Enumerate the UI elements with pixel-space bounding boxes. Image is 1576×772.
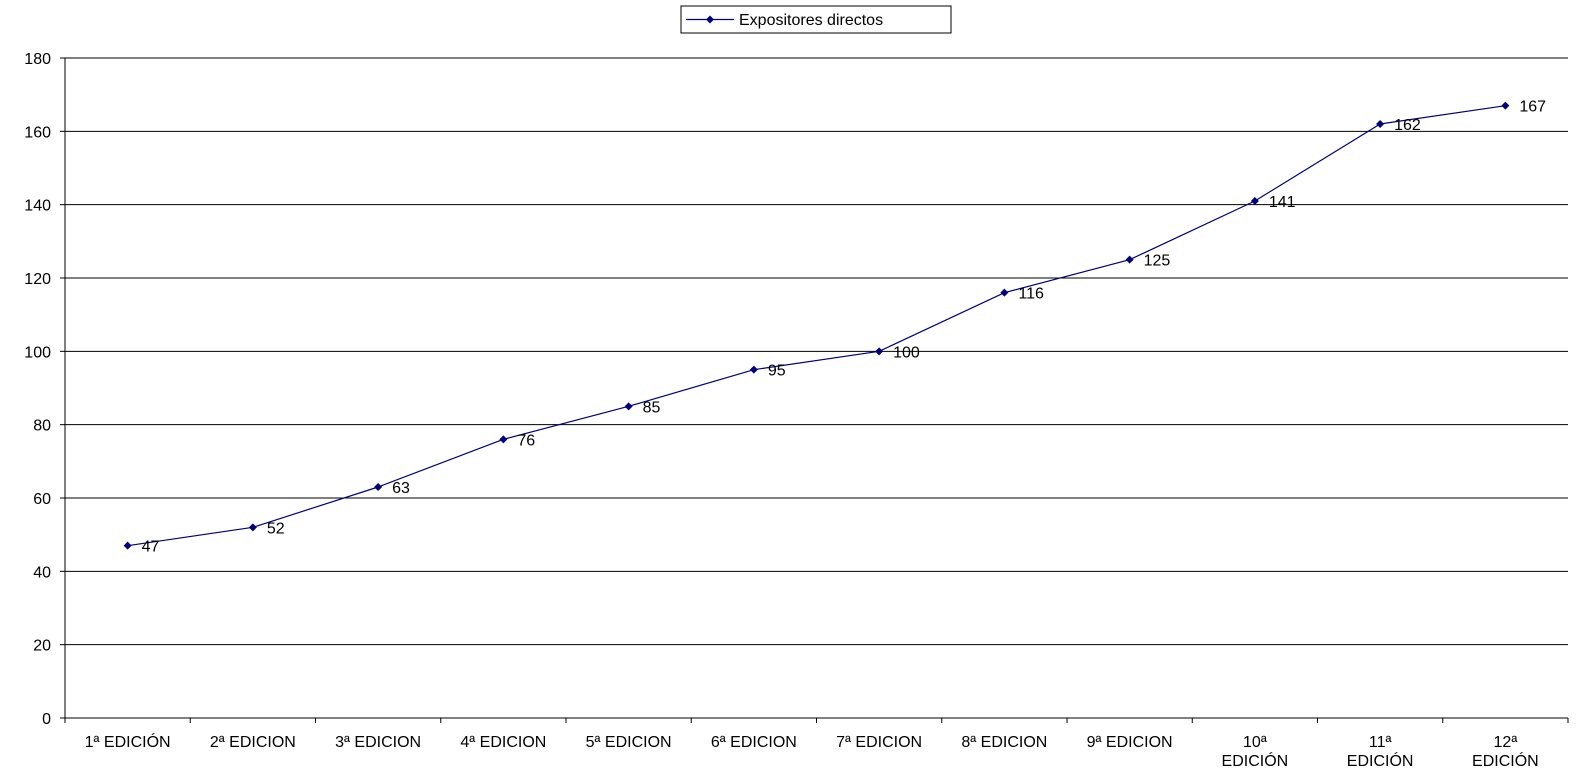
- x-tick-label: 6ª EDICION: [711, 734, 797, 751]
- x-tick-label: 4ª EDICION: [460, 734, 546, 751]
- legend: Expositores directos: [680, 5, 952, 34]
- data-point-marker: [374, 483, 383, 491]
- x-tick-label-line: 2ª EDICION: [210, 734, 296, 751]
- x-tick-label-line: 8ª EDICION: [961, 734, 1047, 751]
- data-label: 95: [768, 363, 786, 380]
- x-tick-label-line: 5ª EDICION: [586, 734, 672, 751]
- data-label: 116: [1018, 286, 1044, 303]
- data-label: 141: [1269, 194, 1296, 211]
- data-point-marker: [1376, 120, 1385, 128]
- x-tick-label: 2ª EDICION: [210, 734, 296, 751]
- x-tick-label: 5ª EDICION: [586, 734, 672, 751]
- x-tick-label-line: 1ª EDICIÓN: [85, 732, 171, 751]
- legend-label: Expositores directos: [739, 12, 883, 29]
- data-point-marker: [875, 347, 884, 356]
- x-tick-label-line: 7ª EDICION: [836, 734, 922, 751]
- x-tick-label-line: EDICIÓN: [1347, 751, 1414, 770]
- y-tick-label: 120: [24, 271, 51, 288]
- y-axis: 0 20 40 60 80 100 120 140 160 180: [24, 51, 66, 728]
- y-tick-label: 140: [24, 198, 51, 215]
- y-tick-label: 60: [33, 491, 51, 508]
- data-point-marker: [1000, 288, 1009, 297]
- data-label: 76: [517, 432, 535, 449]
- x-tick-label-line: 9ª EDICION: [1087, 734, 1173, 751]
- x-tick-label-line: EDICIÓN: [1222, 751, 1289, 770]
- x-tick-label-line: EDICIÓN: [1472, 751, 1539, 770]
- data-point-marker: [499, 435, 508, 444]
- y-tick-label: 180: [24, 51, 51, 68]
- x-tick-label-line: 3ª EDICION: [335, 734, 421, 751]
- data-label: 63: [392, 480, 410, 497]
- y-tick-label: 80: [33, 418, 51, 435]
- x-axis: 1ª EDICIÓN 2ª EDICION 3ª EDICION 4ª EDICION…: [64, 717, 1569, 770]
- data-point-marker: [1501, 101, 1510, 110]
- data-point-marker: [1125, 255, 1134, 264]
- data-label: 167: [1519, 99, 1546, 116]
- data-point-marker: [1250, 197, 1259, 205]
- data-label: 125: [1144, 253, 1171, 270]
- x-tick-label: 1ª EDICIÓN: [85, 732, 171, 751]
- y-tick-label: 20: [33, 638, 51, 655]
- x-tick-label: 3ª EDICION: [335, 734, 421, 751]
- x-tick-label-line: 4ª EDICION: [460, 734, 546, 751]
- gridlines: [65, 57, 1568, 646]
- series-line: [127, 105, 1506, 547]
- data-point-marker: [624, 402, 633, 411]
- x-tick-label: 12ª EDICIÓN: [1472, 734, 1539, 770]
- x-tick-label: 8ª EDICION: [961, 734, 1047, 751]
- x-tick-label-line: 12ª: [1494, 734, 1518, 751]
- y-tick-label: 40: [33, 564, 51, 581]
- y-tick-label: 100: [24, 344, 51, 361]
- series-group: 47 52 63 76 85 95 100 116 125 141 162 167: [123, 99, 1546, 556]
- legend-marker-icon: [706, 15, 714, 24]
- y-tick-label: 0: [42, 711, 51, 728]
- x-tick-label: 9ª EDICION: [1087, 734, 1173, 751]
- x-tick-label-line: 6ª EDICION: [711, 734, 797, 751]
- x-tick-label-line: 11ª: [1369, 734, 1392, 751]
- x-tick-label: 10ª EDICIÓN: [1222, 734, 1289, 770]
- x-tick-label-line: 10ª: [1243, 734, 1267, 751]
- data-point-marker: [248, 523, 257, 532]
- data-label: 52: [267, 520, 285, 537]
- x-tick-label: 11ª EDICIÓN: [1347, 734, 1414, 770]
- data-label: 162: [1394, 117, 1421, 134]
- data-label: 100: [893, 344, 920, 361]
- data-point-marker: [749, 365, 758, 374]
- x-tick-label: 7ª EDICION: [836, 734, 922, 751]
- data-label: 47: [142, 539, 160, 556]
- data-label: 85: [643, 399, 661, 416]
- y-tick-label: 160: [24, 124, 51, 141]
- data-point-marker: [123, 541, 132, 550]
